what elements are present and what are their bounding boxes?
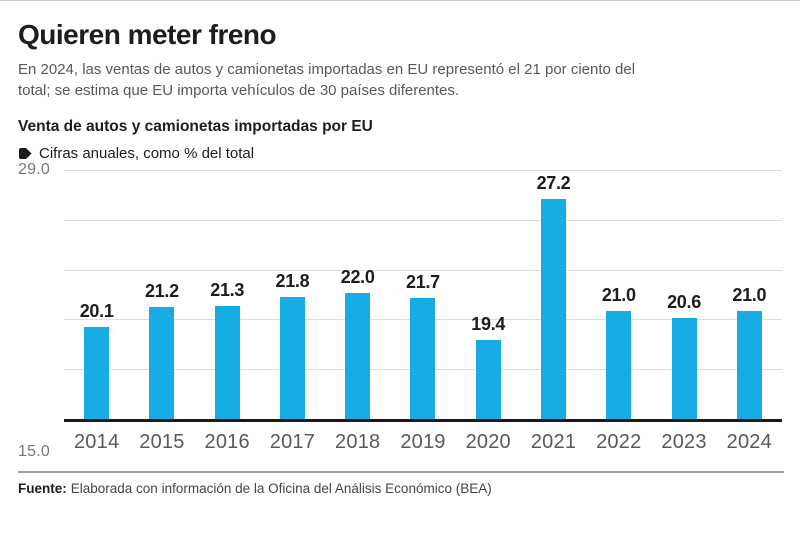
bar-value-label: 21.3 — [210, 279, 245, 300]
bar — [540, 199, 566, 419]
x-tick-label: 2018 — [335, 431, 381, 453]
legend-label: Cifras anuales, como % del total — [39, 145, 255, 162]
bar — [736, 311, 762, 419]
y-axis-min-label: 15.0 — [18, 443, 50, 460]
bar-group-2021: 27.2 — [521, 170, 586, 419]
x-tick-label: 2021 — [530, 431, 577, 453]
bar — [214, 305, 240, 419]
bar — [410, 298, 436, 419]
bar-group-2016: 21.3 — [195, 170, 260, 419]
bar — [345, 293, 371, 419]
x-tick-label: 2016 — [204, 431, 250, 453]
bar-value-label: 21.0 — [601, 285, 636, 305]
bar-group-2023: 20.6 — [651, 170, 716, 419]
subtitle-text: En 2024, las ventas de autos y camioneta… — [18, 61, 636, 99]
bar-value-label: 21.2 — [144, 281, 179, 302]
gridline-top — [64, 170, 782, 171]
source-text: Elaborada con información de la Oficina … — [70, 481, 492, 496]
bar-value-label: 21.0 — [732, 285, 767, 305]
bar-chart: 29.0 15.0 20.1 21.2 21.3 21.8 22.0 21.7 19.4 27… — [18, 161, 784, 460]
x-tick-label: 2019 — [400, 431, 446, 453]
bar-value-label: 22.0 — [340, 267, 375, 287]
legend-tag-icon — [18, 147, 32, 160]
bar-group-2022: 21.0 — [586, 170, 651, 419]
x-tick-label: 2022 — [596, 431, 642, 453]
x-tick-label: 2014 — [73, 431, 120, 453]
chart-title: Venta de autos y camionetas importadas p… — [18, 118, 373, 135]
bar-value-label: 20.1 — [79, 301, 114, 322]
x-tick-label: 2017 — [269, 431, 316, 453]
source-label: Fuente: — [18, 481, 67, 496]
bar — [671, 318, 697, 419]
bar-group-2019: 21.7 — [390, 170, 455, 419]
x-tick-label: 2020 — [465, 431, 511, 453]
bar-value-label: 20.6 — [667, 292, 701, 313]
bar-value-label: 19.4 — [471, 313, 506, 334]
x-tick-label: 2015 — [139, 431, 185, 453]
bar-group-2017: 21.8 — [260, 170, 325, 419]
gridline — [64, 219, 782, 221]
bar — [606, 311, 632, 419]
chart-legend: Cifras anuales, como % del total — [18, 145, 784, 162]
source-footer: Fuente: Elaborada con información de la O… — [18, 471, 784, 496]
bar — [84, 327, 110, 419]
bars-container: 20.1 21.2 21.3 21.8 22.0 21.7 19.4 27.2 21.0 20.6… — [64, 170, 782, 419]
bar-value-label: 21.7 — [406, 272, 440, 293]
x-tick-label: 2023 — [661, 431, 707, 453]
bar — [279, 296, 305, 419]
bar — [149, 307, 175, 419]
bar-group-2014: 20.1 — [64, 170, 129, 419]
gridline — [64, 269, 782, 271]
bar-value-label: 21.8 — [275, 270, 310, 291]
page-title: Quieren meter freno — [18, 19, 277, 50]
bar-value-label: 27.2 — [536, 173, 571, 194]
plot-area: 20.1 21.2 21.3 21.8 22.0 21.7 19.4 27.2 21.0 20.6… — [64, 170, 782, 422]
bar-group-2015: 21.2 — [129, 170, 194, 419]
bar-group-2018: 22.0 — [325, 170, 390, 419]
bar-group-2020: 19.4 — [456, 170, 521, 419]
bar-group-2024: 21.0 — [717, 170, 782, 419]
bar — [475, 339, 501, 419]
x-axis-labels: 2014 2015 2016 2017 2018 2019 2020 2021 2022 2023… — [64, 431, 782, 454]
x-tick-label: 2024 — [726, 431, 772, 453]
y-axis-max-label: 29.0 — [18, 161, 50, 178]
